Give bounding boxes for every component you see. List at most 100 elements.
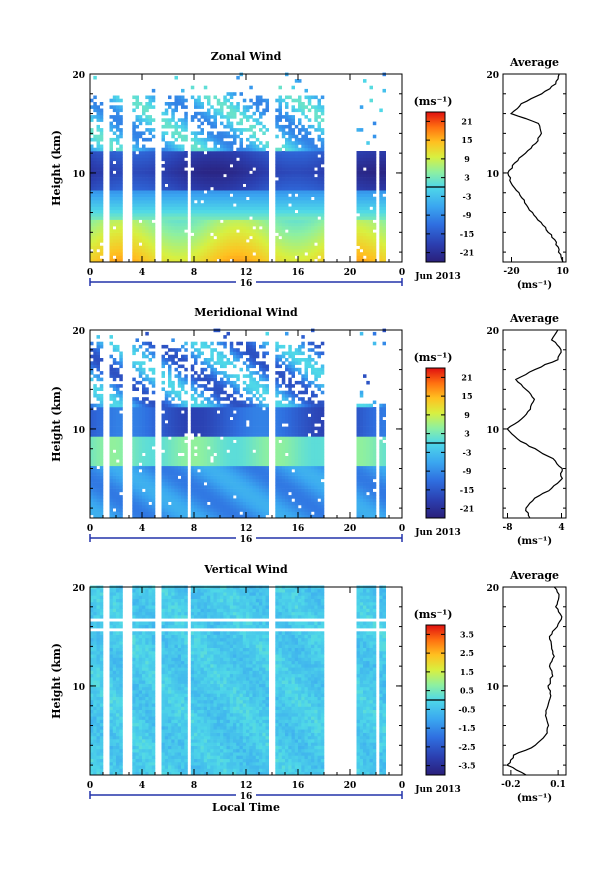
heatmap-cell — [281, 232, 286, 237]
heatmap-cell — [288, 131, 292, 135]
heatmap-cell — [142, 203, 146, 207]
heatmap-cell — [197, 98, 201, 103]
heatmap-cell — [252, 164, 256, 168]
heatmap-cell — [132, 462, 136, 467]
heatmap-cell — [164, 462, 169, 467]
heatmap-cell — [112, 164, 117, 168]
heatmap-cell — [142, 226, 146, 230]
heatmap-cell — [203, 213, 208, 217]
heatmap-cell — [184, 446, 188, 450]
heatmap-cell — [281, 170, 286, 175]
heatmap-cell — [93, 436, 97, 440]
heatmap-cell — [223, 390, 227, 395]
heatmap-cell — [112, 95, 117, 100]
heatmap-cell — [174, 407, 178, 411]
heatmap-cell — [259, 258, 263, 263]
heatmap-cell — [142, 429, 146, 434]
heatmap-cell — [197, 167, 201, 171]
heatmap-cell — [213, 193, 217, 197]
heatmap-cell — [207, 206, 211, 211]
heatmap-cell — [168, 514, 172, 519]
heatmap-cell — [220, 459, 224, 463]
heatmap-cell — [161, 196, 165, 201]
heatmap-cell — [226, 495, 230, 499]
heatmap-cell — [236, 508, 240, 512]
heatmap-cell — [116, 183, 120, 188]
heatmap-cell — [236, 348, 240, 352]
heatmap-cell — [116, 361, 120, 365]
heatmap-cell — [164, 501, 169, 506]
heatmap-cell — [278, 85, 282, 90]
heatmap-cell — [96, 177, 100, 181]
heatmap-cell — [119, 482, 123, 486]
heatmap-cell — [161, 252, 165, 256]
heatmap-cell — [304, 144, 308, 149]
heatmap-cell — [171, 203, 175, 207]
heatmap-cell — [177, 124, 182, 129]
heatmap-cell — [363, 226, 367, 230]
heatmap-cell — [259, 252, 263, 256]
heatmap-cell — [112, 498, 117, 502]
heatmap-cell — [252, 442, 256, 447]
heatmap-cell — [142, 482, 146, 486]
heatmap-cell — [184, 485, 188, 489]
heatmap-cell — [168, 475, 172, 480]
heatmap-cell — [135, 209, 139, 214]
heatmap-cell — [239, 170, 243, 175]
heatmap-cell — [142, 446, 146, 450]
heatmap-cell — [177, 167, 182, 171]
heatmap-cell — [226, 459, 230, 463]
heatmap-cell — [356, 160, 360, 165]
heatmap-cell — [119, 393, 123, 398]
heatmap-cell — [265, 144, 269, 149]
heatmap-cell — [96, 193, 100, 197]
heatmap-cell — [200, 183, 204, 188]
heatmap-cell — [151, 433, 156, 437]
heatmap-cell — [197, 170, 201, 175]
heatmap-cell — [226, 160, 230, 165]
heatmap-cell — [151, 491, 156, 496]
heatmap-cell — [220, 449, 224, 453]
heatmap-cell — [226, 361, 230, 365]
heatmap-cell — [177, 255, 182, 260]
heatmap-cell — [93, 154, 97, 158]
heatmap-cell — [116, 255, 120, 260]
heatmap-cell — [138, 491, 143, 496]
heatmap-cell — [236, 442, 240, 447]
heatmap-cell — [317, 167, 321, 171]
heatmap-cell — [317, 164, 321, 168]
heatmap-cell — [298, 141, 302, 145]
heatmap-cell — [164, 469, 169, 473]
heatmap-cell — [220, 160, 224, 165]
heatmap-cell — [109, 501, 113, 506]
heatmap-cell — [132, 222, 136, 227]
colorbar-tick-label: 3 — [464, 173, 470, 183]
heatmap-cell — [213, 384, 217, 388]
heatmap-cell — [119, 128, 123, 132]
heatmap-cell — [203, 511, 208, 516]
heatmap-cell — [259, 141, 263, 145]
heatmap-cell — [190, 423, 195, 427]
heatmap-cell — [359, 128, 364, 132]
heatmap-cell — [210, 446, 214, 450]
heatmap-cell — [151, 465, 156, 470]
heatmap-cell — [161, 147, 165, 152]
heatmap-cell — [145, 108, 149, 113]
heatmap-cell — [265, 235, 269, 240]
heatmap-cell — [249, 514, 253, 519]
heatmap-cell — [200, 160, 204, 165]
heatmap-cell — [314, 229, 318, 233]
heatmap-cell — [210, 436, 214, 440]
heatmap-cell — [138, 364, 143, 369]
heatmap-cell — [317, 206, 321, 211]
heatmap-cell — [294, 151, 299, 155]
heatmap-cell — [294, 98, 299, 103]
heatmap-cell — [119, 403, 123, 408]
heatmap-cell — [311, 252, 315, 256]
heatmap-cell — [194, 248, 198, 253]
heatmap-cell — [366, 177, 370, 181]
heatmap-cell — [210, 115, 214, 119]
heatmap-cell — [135, 361, 139, 365]
heatmap-cell — [203, 377, 208, 382]
heatmap-cell — [135, 413, 139, 418]
